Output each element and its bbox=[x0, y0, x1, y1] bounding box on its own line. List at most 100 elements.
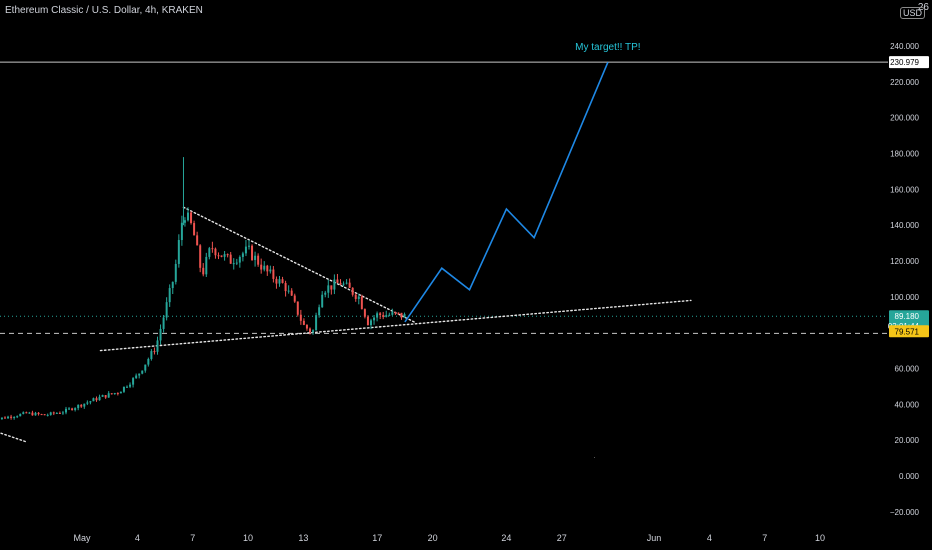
candle-body-118 bbox=[348, 282, 351, 288]
candle-body-116 bbox=[342, 283, 345, 285]
x-tick-label: 10 bbox=[243, 533, 253, 543]
candle-body-92 bbox=[269, 269, 272, 272]
candle-body-54 bbox=[153, 351, 156, 353]
candle-body-105 bbox=[308, 328, 311, 333]
candle-body-82 bbox=[238, 256, 241, 263]
candle-body-122 bbox=[360, 296, 363, 310]
candle-body-93 bbox=[272, 269, 275, 279]
candle-body-22 bbox=[55, 412, 58, 414]
candle-body-125 bbox=[369, 320, 372, 326]
x-tick-label: 24 bbox=[501, 533, 511, 543]
x-tick-label: 4 bbox=[135, 533, 140, 543]
candle-body-47 bbox=[132, 378, 135, 385]
candle-body-75 bbox=[217, 255, 220, 257]
x-tick-label: Jun bbox=[647, 533, 662, 543]
chart-title: Ethereum Classic / U.S. Dollar, 4h, KRAK… bbox=[5, 5, 203, 16]
y-tick-label: −20.000 bbox=[890, 508, 920, 517]
candle-body-124 bbox=[366, 316, 369, 326]
candle-body-12 bbox=[25, 412, 28, 414]
candle-body-27 bbox=[71, 408, 74, 410]
candle-body-51 bbox=[144, 364, 147, 371]
candle-body-104 bbox=[305, 324, 308, 329]
candle-body-80 bbox=[232, 263, 235, 265]
y-tick-label: 40.000 bbox=[895, 400, 920, 409]
candle-body-99 bbox=[290, 290, 293, 296]
candle-body-113 bbox=[333, 279, 336, 290]
candle-body-101 bbox=[296, 301, 299, 315]
candle-body-100 bbox=[293, 295, 296, 302]
trendlines bbox=[0, 206, 692, 443]
candle-body-117 bbox=[345, 282, 348, 284]
time-axis[interactable]: May 4 7 10 13 17 20 24 27 Jun 4 7 10 bbox=[73, 533, 825, 543]
x-tick-label: 13 bbox=[298, 533, 308, 543]
candle-body-87 bbox=[254, 255, 257, 261]
y-tick-label: 200.000 bbox=[890, 114, 919, 123]
candle-body-29 bbox=[77, 404, 80, 409]
candle-body-25 bbox=[64, 408, 67, 413]
candle-body-31 bbox=[83, 403, 86, 407]
y-tick-label: 140.000 bbox=[890, 221, 919, 230]
candle-body-52 bbox=[147, 358, 150, 365]
x-tick-label: 10 bbox=[815, 533, 825, 543]
candle-body-78 bbox=[226, 254, 229, 256]
candle-body-73 bbox=[211, 248, 214, 250]
x-tick-label: 27 bbox=[557, 533, 567, 543]
candle-body-132 bbox=[391, 312, 394, 315]
candle-body-66 bbox=[190, 212, 193, 224]
candle-body-35 bbox=[95, 398, 98, 401]
candle-body-59 bbox=[168, 288, 171, 303]
candle-body-42 bbox=[116, 393, 119, 395]
candle-body-83 bbox=[241, 253, 244, 257]
candle-body-44 bbox=[122, 386, 125, 392]
candle-body-85 bbox=[247, 245, 250, 247]
candle-body-20 bbox=[49, 412, 52, 415]
candle-body-57 bbox=[162, 317, 165, 329]
candle-body-95 bbox=[278, 279, 281, 284]
candle-body-119 bbox=[351, 287, 354, 295]
y-tick-label: 180.000 bbox=[890, 150, 919, 159]
candle-body-128 bbox=[379, 313, 382, 316]
candle-body-96 bbox=[281, 279, 284, 284]
candle-body-9 bbox=[16, 416, 19, 418]
candle-body-60 bbox=[171, 281, 174, 289]
y-tick-label: 20.000 bbox=[895, 436, 920, 445]
candle-body-109 bbox=[321, 294, 324, 308]
target-price-badge-bg bbox=[889, 56, 929, 69]
candle-body-38 bbox=[104, 395, 107, 398]
level-price-badge-bg bbox=[889, 325, 929, 338]
candle-body-21 bbox=[52, 412, 55, 414]
candle-body-6 bbox=[7, 416, 10, 419]
candle-body-28 bbox=[74, 408, 77, 410]
x-tick-label: 7 bbox=[762, 533, 767, 543]
candle-body-69 bbox=[199, 245, 202, 268]
candle-body-120 bbox=[354, 294, 357, 299]
currency-button[interactable]: USD bbox=[899, 7, 925, 19]
candle-body-17 bbox=[40, 414, 43, 416]
candle-body-130 bbox=[385, 315, 388, 317]
candle-body-23 bbox=[58, 412, 61, 414]
x-tick-label: 7 bbox=[190, 533, 195, 543]
price-axis[interactable]: −20.0000.00020.00040.00060.00080.000100.… bbox=[890, 42, 920, 517]
candle-body-106 bbox=[312, 330, 315, 333]
candle-body-40 bbox=[110, 393, 113, 395]
candle-body-115 bbox=[339, 282, 342, 285]
candle-body-126 bbox=[373, 317, 376, 321]
candle-body-13 bbox=[28, 412, 31, 414]
candle-body-98 bbox=[287, 290, 290, 292]
candle-body-127 bbox=[376, 313, 379, 318]
target-price-badge-text: 230.979 bbox=[890, 58, 919, 67]
candle-body-16 bbox=[37, 412, 40, 415]
x-tick-label: 4 bbox=[707, 533, 712, 543]
candle-body-19 bbox=[46, 414, 49, 416]
candle-body-26 bbox=[68, 408, 71, 410]
candle-body-110 bbox=[324, 292, 327, 295]
candle-body-4 bbox=[0, 417, 3, 419]
x-tick-label: 20 bbox=[428, 533, 438, 543]
candle-body-32 bbox=[86, 402, 89, 404]
candle-body-48 bbox=[135, 375, 138, 379]
candle-body-46 bbox=[129, 384, 132, 387]
x-tick-label: 17 bbox=[372, 533, 382, 543]
candle-body-30 bbox=[80, 404, 83, 407]
